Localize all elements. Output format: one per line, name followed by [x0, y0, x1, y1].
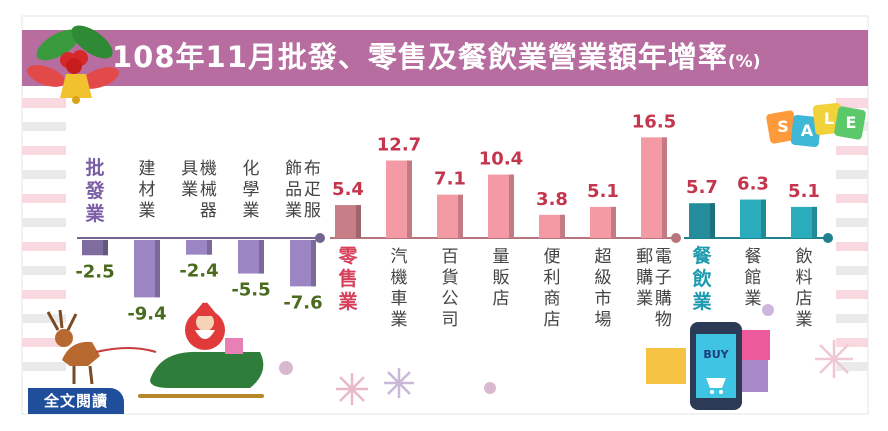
page-title: 108年11月批發、零售及餐飲業營業額年增率(%)	[112, 30, 852, 84]
title-unit: (%)	[727, 52, 761, 72]
bar-1-3	[539, 214, 565, 238]
category-label-2-2: 飲料店業	[796, 247, 813, 330]
bar-1-0-shade	[407, 160, 412, 238]
value-label-0-3: -5.5	[231, 280, 270, 301]
baseline-end-dot-2	[823, 233, 833, 243]
value-label-2-1: 6.3	[737, 174, 769, 195]
read-full-text-button[interactable]: 全文閱讀	[28, 388, 124, 414]
category-label-0-0: 批發業	[84, 157, 105, 225]
category-label-1-3: 量販店	[493, 247, 510, 309]
category-label-1-4: 便利商店	[544, 247, 561, 330]
value-label-0-4: -7.6	[283, 292, 322, 313]
sale-letter-l: L	[823, 109, 835, 128]
value-label-1-3: 10.4	[479, 149, 523, 170]
bar-total-0-shade	[103, 240, 108, 256]
category-label-2-1: 餐館業	[745, 247, 762, 309]
sale-tags-icon	[766, 103, 866, 147]
santa-sleigh-icon	[46, 295, 264, 398]
title-main: 108年11月批發、零售及餐飲業營業額年增率	[112, 40, 728, 74]
value-label-1-0: 5.4	[332, 179, 364, 200]
shopping-phone-icon	[646, 322, 770, 410]
bar-1-2-shade	[509, 174, 514, 238]
category-label-0-1: 建材業	[139, 159, 156, 221]
bar-total-0	[82, 240, 108, 256]
category-label-1-5: 超級市場	[595, 247, 612, 330]
bar-1-3-shade	[560, 214, 565, 238]
bar-2-1-shade	[812, 206, 817, 238]
value-label-0-1: -9.4	[127, 303, 166, 324]
bar-0-2-shade	[259, 240, 264, 274]
bar-0-1-shade	[207, 240, 212, 255]
decor-dots	[279, 304, 774, 394]
category-label-1-2: 百貨公司	[442, 247, 459, 330]
value-label-1-4: 3.8	[536, 189, 568, 210]
category-label-1-6: 電子購物郵購業	[636, 247, 672, 330]
category-label-0-4: 布疋服飾品業	[285, 159, 321, 221]
bar-0-0-shade	[155, 240, 160, 298]
holly-bell-icon	[26, 25, 120, 104]
value-label-1-1: 12.7	[377, 135, 421, 156]
sale-letter-e: E	[845, 113, 857, 132]
category-label-0-3: 化學業	[243, 159, 260, 221]
bar-total-2-shade	[710, 203, 715, 238]
title-bar	[22, 30, 868, 86]
category-label-2-0: 餐飲業	[691, 244, 712, 313]
bar-2-0-shade	[761, 199, 766, 238]
buy-label: BUY	[703, 348, 729, 361]
bar-1-4-shade	[611, 206, 616, 238]
snowflake-icon	[336, 340, 853, 405]
baseline-end-dot-1	[671, 233, 681, 243]
baseline-end-dot-0	[315, 233, 325, 243]
sale-letter-a: A	[800, 121, 814, 140]
value-label-2-2: 5.1	[788, 181, 820, 202]
value-label-1-5: 5.1	[587, 181, 619, 202]
bar-total-1-shade	[356, 205, 361, 238]
category-label-0-2: 機械器具業	[181, 159, 217, 221]
value-label-1-2: 7.1	[434, 169, 466, 190]
bar-1-1-shade	[458, 194, 463, 238]
category-label-1-0: 零售業	[337, 245, 358, 313]
category-label-1-1: 汽機車業	[391, 247, 408, 330]
value-label-0-0: -2.5	[75, 261, 114, 282]
sale-letter-s: S	[777, 117, 789, 136]
bar-0-1	[186, 240, 212, 255]
value-label-0-2: -2.4	[179, 261, 218, 282]
bar-0-3-shade	[311, 240, 316, 287]
value-label-1-6: 16.5	[632, 111, 676, 132]
value-label-2-0: 5.7	[686, 177, 718, 198]
bar-1-5-shade	[662, 137, 667, 238]
